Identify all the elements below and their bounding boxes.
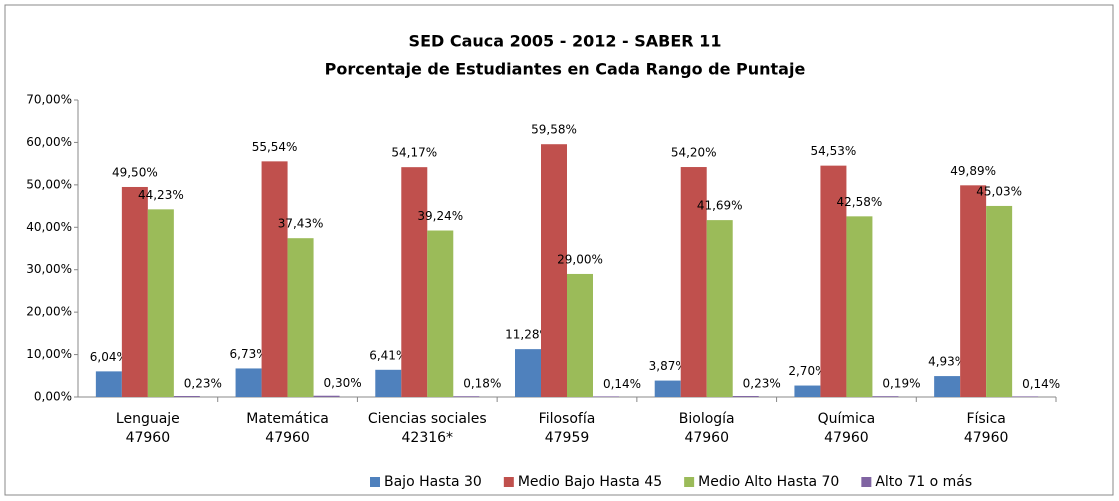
x-tick-label: 42316*: [402, 430, 454, 446]
value-label: 0,14%: [603, 377, 641, 391]
bar: [986, 205, 1013, 397]
value-label: 41,69%: [697, 199, 743, 213]
bar: [147, 209, 174, 397]
value-label: 11,28%: [505, 328, 551, 342]
value-label: 54,20%: [671, 146, 717, 160]
bar: [680, 167, 707, 397]
bar: [654, 380, 681, 397]
bar: [820, 165, 847, 397]
bar: [732, 396, 759, 397]
bar: [173, 396, 200, 397]
value-label: 6,04%: [90, 350, 128, 364]
bar: [427, 230, 454, 397]
bar: [960, 185, 987, 397]
legend-label: Alto 71 o más: [875, 474, 972, 490]
value-label: 55,54%: [252, 140, 298, 154]
bar: [706, 220, 733, 397]
value-label: 0,23%: [743, 377, 781, 391]
value-label: 4,93%: [928, 355, 966, 369]
bar: [453, 396, 480, 397]
value-label: 0,30%: [324, 376, 362, 390]
value-label: 0,14%: [1022, 377, 1060, 391]
y-tick-label: 70,00%: [26, 93, 72, 107]
value-label: 44,23%: [138, 188, 184, 202]
value-label: 2,70%: [788, 364, 826, 378]
x-tick-label: Ciencias sociales: [368, 411, 487, 427]
y-tick-label: 50,00%: [26, 177, 72, 191]
value-label: 37,43%: [278, 217, 324, 231]
y-tick-label: 10,00%: [26, 347, 72, 361]
value-label: 6,73%: [230, 347, 268, 361]
legend-label: Medio Bajo Hasta 45: [518, 474, 662, 490]
value-label: 45,03%: [976, 184, 1022, 198]
bar: [934, 376, 961, 397]
bar: [235, 368, 262, 397]
value-label: 49,50%: [112, 165, 158, 179]
bar: [567, 273, 593, 397]
value-label: 29,00%: [557, 252, 603, 266]
x-tick-label: 47960: [684, 430, 729, 446]
value-label: 54,53%: [811, 144, 857, 158]
value-label: 0,23%: [184, 377, 222, 391]
x-tick-label: 47959: [545, 430, 590, 446]
x-tick-label: 47960: [126, 430, 171, 446]
x-tick-label: Química: [818, 411, 876, 427]
bar: [313, 395, 340, 397]
value-label: 49,89%: [950, 164, 996, 178]
x-tick-label: 47960: [964, 430, 1009, 446]
bar: [261, 161, 288, 397]
y-tick-label: 30,00%: [26, 262, 72, 276]
bar: [1012, 396, 1039, 397]
bar: [515, 349, 541, 397]
x-tick-label: 47960: [265, 430, 310, 446]
value-label: 54,17%: [391, 146, 437, 160]
bar: [121, 186, 148, 397]
x-tick-label: Matemática: [246, 411, 329, 427]
value-label: 42,58%: [837, 195, 883, 209]
legend-label: Bajo Hasta 30: [384, 474, 482, 490]
bar: [95, 371, 122, 397]
legend-swatch: [684, 477, 695, 487]
bar: [794, 385, 821, 397]
value-label: 6,41%: [369, 348, 407, 362]
bar: [541, 144, 567, 397]
y-tick-label: 40,00%: [26, 220, 72, 234]
x-tick-label: Filosofía: [539, 411, 596, 427]
x-tick-label: 47960: [824, 430, 869, 446]
chart-title: SED Cauca 2005 - 2012 - SABER 11: [409, 32, 722, 51]
value-label: 0,18%: [463, 377, 501, 391]
x-tick-label: Biología: [679, 411, 735, 427]
chart-subtitle: Porcentaje de Estudiantes en Cada Rango …: [325, 60, 806, 79]
legend-swatch: [503, 477, 514, 487]
bar: [872, 396, 899, 397]
bar: [846, 216, 873, 397]
y-tick-label: 0,00%: [34, 390, 72, 404]
legend-swatch: [370, 477, 380, 487]
y-tick-label: 20,00%: [26, 305, 72, 319]
value-label: 59,58%: [531, 123, 577, 137]
bar: [287, 238, 314, 397]
bar: [401, 167, 428, 397]
bar: [375, 369, 402, 397]
x-tick-label: Física: [966, 411, 1005, 427]
legend-label: Medio Alto Hasta 70: [698, 474, 839, 490]
bar: [593, 396, 619, 397]
legend-swatch: [861, 477, 872, 487]
x-tick-label: Lenguaje: [116, 411, 180, 427]
value-label: 39,24%: [417, 209, 463, 223]
y-tick-label: 60,00%: [26, 135, 72, 149]
value-label: 3,87%: [649, 359, 687, 373]
value-label: 0,19%: [882, 377, 920, 391]
